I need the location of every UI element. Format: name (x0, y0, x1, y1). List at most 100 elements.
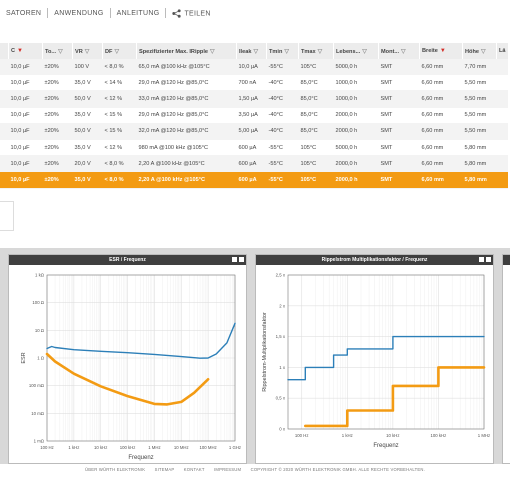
table-cell: 10,0 µF (8, 107, 43, 124)
footer-link-sitemap[interactable]: SITEMAP (154, 467, 175, 472)
maximize-icon[interactable] (486, 257, 491, 262)
y-tick-label: 1 x (279, 365, 286, 370)
table-cell: 700 nA (236, 74, 267, 92)
menu-icon[interactable] (232, 257, 237, 262)
table-cell: 20,0 V (72, 155, 103, 173)
x-tick-label: 100 Hz (295, 433, 309, 438)
table-cell: 6,60 mm (419, 139, 463, 157)
row-select-cell[interactable] (0, 74, 9, 92)
maximize-icon[interactable] (239, 257, 244, 262)
y-tick-label: 1 Ω (37, 356, 45, 361)
menu-icon[interactable] (479, 257, 484, 262)
col-header-tmax[interactable]: Tmax ▽ (298, 43, 334, 59)
ripple-chart: 100 Hz 1 kHz 10 kHz 100 kHz 1 MHz 0 x 0,5 x 1 x… (262, 273, 490, 450)
table-cell: < 8,0 % (102, 59, 137, 76)
x-tick-label: 100 kHz (120, 445, 136, 450)
footer-link-about[interactable]: ÜBER WÜRTH ELEKTRONIK (85, 467, 146, 472)
table-cell: 10,0 µF (8, 90, 43, 108)
table-cell: 7,70 mm (462, 59, 497, 76)
col-header-height[interactable]: Höhe ▽ (462, 43, 497, 59)
row-select-cell[interactable] (0, 155, 9, 173)
table-row[interactable]: 10,0 µF ±20% 50,0 V < 12 % 33,0 mA @120 Hz @… (0, 90, 509, 108)
table-cell: SMT (378, 74, 420, 92)
table-cell: 5,80 mm (462, 139, 497, 157)
table-cell: SMT (378, 107, 420, 124)
nav-item-anwendung[interactable]: ANWENDUNG (54, 9, 104, 17)
table-cell: 50,0 V (72, 90, 103, 108)
pagination-box[interactable] (0, 201, 14, 231)
table-row[interactable]: 10,0 µF ±20% 35,0 V < 8,0 % 2,20 A @100 kHz … (0, 171, 509, 189)
table-cell: SMT (378, 155, 420, 173)
filter-icon[interactable]: ▽ (362, 48, 367, 55)
row-select-cell[interactable] (0, 59, 9, 76)
table-cell: 5,50 mm (462, 107, 497, 124)
footer-link-imprint[interactable]: IMPRESSUM (214, 467, 242, 472)
row-select-cell[interactable] (0, 123, 9, 140)
filter-icon[interactable]: ▽ (480, 48, 486, 55)
nav-separator (47, 8, 49, 18)
y-axis-label: Rippelstrom-Multiplikationsfaktor (262, 312, 268, 392)
table-cell: 600 µA (236, 171, 267, 189)
table-row[interactable]: 10,0 µF ±20% 50,0 V < 15 % 32,0 mA @120 Hz @… (0, 123, 509, 140)
y-tick-label: 10 Ω (35, 328, 45, 333)
col-header-ripple[interactable]: Spezifizierter Max. IRipple ▽ (136, 43, 237, 59)
table-row[interactable]: 10,0 µF ±20% 20,0 V < 8,0 % 2,20 A @100 kHz … (0, 155, 509, 173)
x-tick-label: 10 MHz (174, 445, 189, 450)
filter-icon[interactable]: ▽ (210, 48, 215, 55)
table-cell: -55°C (266, 139, 299, 157)
col-header-tolerance[interactable]: To... ▽ (42, 43, 73, 59)
filter-icon[interactable]: ▽ (284, 48, 289, 55)
col-header-mounting[interactable]: Mont... ▽ (378, 43, 420, 59)
nav-item-anleitung[interactable]: ANLEITUNG (116, 9, 160, 17)
plot-frame (287, 274, 485, 430)
table-cell: 6,60 mm (419, 59, 463, 76)
table-cell: -40°C (266, 123, 299, 140)
x-axis-label: Frequenz (128, 455, 153, 461)
table-cell (496, 107, 509, 124)
filter-icon[interactable]: ▽ (253, 48, 259, 55)
row-select-cell[interactable] (0, 139, 9, 157)
filter-icon[interactable]: ▽ (58, 48, 63, 55)
filter-icon[interactable]: ▽ (84, 48, 90, 55)
filter-icon[interactable]: ▽ (401, 48, 406, 55)
x-axis-label: Frequenz (373, 443, 398, 449)
col-header-width[interactable]: Breite ▼ (419, 43, 463, 59)
filter-icon[interactable]: ▼ (439, 48, 446, 54)
table-row[interactable]: 10,0 µF ±20% 35,0 V < 15 % 29,0 mA @120 Hz @… (0, 107, 509, 124)
top-navigation: SATOREN ANWENDUNG ANLEITUNG TEILEN (0, 0, 510, 26)
table-row[interactable]: 10,0 µF ±20% 35,0 V < 12 % 980 mA @100 kHz @… (0, 139, 509, 157)
filter-icon[interactable]: ▼ (17, 48, 23, 54)
filter-icon[interactable]: ▽ (317, 48, 323, 55)
table-row[interactable]: 10,0 µF ±20% 35,0 V < 14 % 29,0 mA @120 Hz @… (0, 74, 509, 92)
table-cell: -55°C (266, 155, 299, 173)
ripple-chart-title: Rippelstrom Multiplikationsfaktor / Freq… (256, 255, 493, 265)
esr-chart: 100 Hz 1 kHz 10 kHz 100 kHz 1 MHz 10 MHz 100 M… (21, 273, 241, 462)
y-tick-label: 1 mΩ (34, 439, 45, 444)
table-cell: 6,60 mm (419, 90, 463, 108)
x-tick-label: 100 kHz (431, 433, 447, 438)
table-cell: ±20% (42, 171, 73, 189)
col-header-capacitance[interactable]: C ▼ (8, 43, 43, 59)
row-select-cell[interactable] (0, 171, 9, 189)
col-header-tmin[interactable]: Tmin ▽ (266, 43, 299, 59)
table-cell: 10,0 µF (8, 74, 43, 92)
table-cell: 35,0 V (72, 107, 103, 124)
row-select-cell[interactable] (0, 107, 9, 124)
filter-icon[interactable]: ▽ (114, 48, 120, 55)
col-header-df[interactable]: DF ▽ (102, 43, 137, 59)
col-header-length[interactable]: Lä (496, 43, 509, 59)
table-cell: < 12 % (102, 139, 137, 157)
footer-link-contact[interactable]: KONTAKT (183, 467, 205, 472)
table-cell: 5,50 mm (462, 123, 497, 140)
table-cell: 5,80 mm (462, 155, 497, 173)
table-row[interactable]: 10,0 µF ±20% 100 V < 8,0 % 65,0 mA @100 kHz … (0, 59, 509, 76)
row-select-cell[interactable] (0, 90, 9, 108)
col-header-lifetime[interactable]: Lebens... ▽ (333, 43, 379, 59)
col-header-voltage[interactable]: VR ▽ (72, 43, 103, 59)
product-table: C ▼ To... ▽ VR ▽ DF ▽ Spezifizierter Max. IR… (0, 43, 509, 189)
col-header-leakage[interactable]: Ileak ▽ (236, 43, 267, 59)
nav-separator (165, 8, 167, 18)
share-button[interactable]: TEILEN (166, 8, 216, 18)
nav-item-kondensatoren[interactable]: SATOREN (6, 9, 42, 17)
x-tick-label: 1 kHz (68, 445, 79, 450)
